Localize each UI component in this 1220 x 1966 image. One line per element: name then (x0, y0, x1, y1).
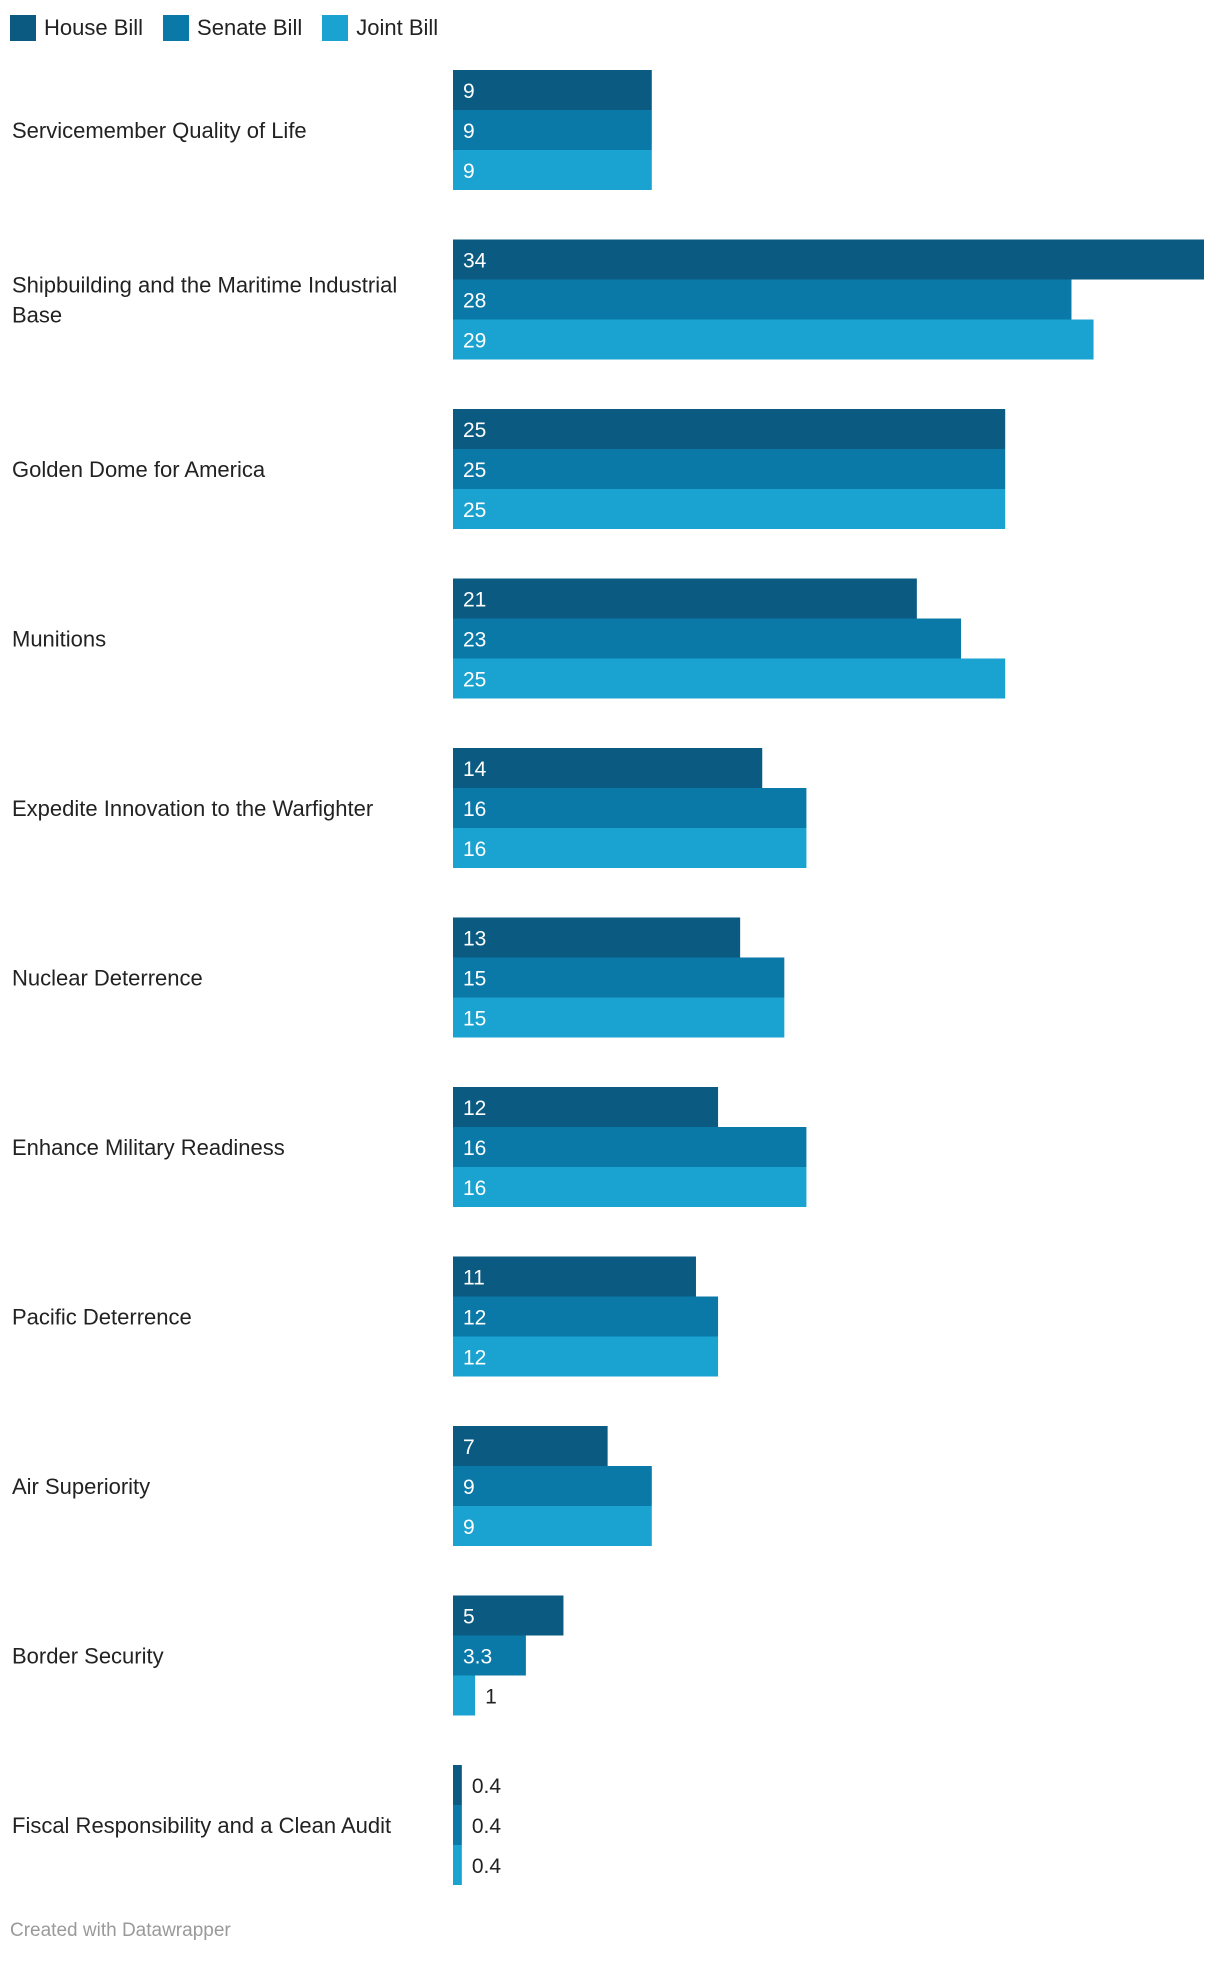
bar-joint-bill-servicemember-quality-of-life (453, 150, 652, 190)
value-label-house-bill-border-security: 5 (463, 1606, 475, 1629)
bar-house-bill-border-security (453, 1595, 564, 1636)
value-label-house-bill-fiscal-responsibility-and-a-clean-audit: 0.4 (472, 1775, 502, 1798)
bar-senate-bill-expedite-innovation-to-the-warfighter (453, 788, 807, 828)
bar-house-bill-servicemember-quality-of-life (453, 70, 652, 110)
value-label-house-bill-servicemember-quality-of-life: 9 (463, 80, 475, 103)
bar-house-bill-pacific-deterrence (453, 1256, 696, 1297)
value-label-senate-bill-fiscal-responsibility-and-a-clean-audit: 0.4 (472, 1815, 502, 1838)
value-label-senate-bill-shipbuilding-and-the-maritime-industrial-base: 28 (463, 290, 486, 313)
legend-item-senate-bill: Senate Bill (163, 15, 302, 41)
value-label-joint-bill-expedite-innovation-to-the-warfighter: 16 (463, 838, 486, 861)
bar-senate-bill-golden-dome-for-america (453, 449, 1006, 489)
value-label-senate-bill-nuclear-deterrence: 15 (463, 968, 486, 991)
value-label-senate-bill-expedite-innovation-to-the-warfighter: 16 (463, 798, 486, 821)
bar-joint-bill-fiscal-responsibility-and-a-clean-audit (453, 1845, 462, 1885)
category-label-golden-dome-for-america: Golden Dome for America (12, 457, 266, 482)
legend-label-senate-bill: Senate Bill (197, 15, 303, 40)
bar-house-bill-shipbuilding-and-the-maritime-industrial-base (453, 239, 1204, 280)
bar-senate-bill-shipbuilding-and-the-maritime-industrial-base (453, 279, 1072, 320)
bar-senate-bill-munitions (453, 618, 962, 659)
value-label-house-bill-golden-dome-for-america: 25 (463, 419, 486, 442)
legend-swatch-house-bill (10, 15, 36, 41)
category-label-nuclear-deterrence: Nuclear Deterrence (12, 966, 203, 991)
bar-senate-bill-fiscal-responsibility-and-a-clean-audit (453, 1805, 462, 1845)
bar-house-bill-air-superiority (453, 1426, 608, 1466)
value-label-senate-bill-border-security: 3.3 (463, 1646, 492, 1669)
bar-senate-bill-servicemember-quality-of-life (453, 110, 652, 150)
bar-house-bill-nuclear-deterrence (453, 917, 741, 958)
category-label-shipbuilding-and-the-maritime-industrial-base-line-2: Base (12, 303, 62, 328)
value-label-joint-bill-munitions: 25 (463, 669, 486, 692)
value-label-house-bill-air-superiority: 7 (463, 1436, 475, 1459)
value-label-house-bill-nuclear-deterrence: 13 (463, 928, 486, 951)
value-label-joint-bill-servicemember-quality-of-life: 9 (463, 160, 475, 183)
value-label-joint-bill-border-security: 1 (485, 1686, 497, 1709)
value-label-house-bill-munitions: 21 (463, 589, 486, 612)
value-label-joint-bill-air-superiority: 9 (463, 1516, 475, 1539)
bar-senate-bill-air-superiority (453, 1466, 652, 1506)
category-label-fiscal-responsibility-and-a-clean-audit: Fiscal Responsibility and a Clean Audit (12, 1813, 391, 1838)
legend-swatch-joint-bill (322, 15, 349, 41)
bar-joint-bill-munitions (453, 658, 1006, 699)
legend-item-joint-bill: Joint Bill (322, 15, 438, 41)
bar-house-bill-munitions (453, 578, 917, 619)
category-label-air-superiority: Air Superiority (12, 1474, 150, 1499)
category-label-expedite-innovation-to-the-warfighter: Expedite Innovation to the Warfighter (12, 796, 373, 821)
value-label-joint-bill-nuclear-deterrence: 15 (463, 1008, 486, 1031)
bar-senate-bill-nuclear-deterrence (453, 957, 785, 998)
value-label-senate-bill-air-superiority: 9 (463, 1476, 475, 1499)
value-label-joint-bill-fiscal-responsibility-and-a-clean-audit: 0.4 (472, 1855, 502, 1878)
chart-legend: House Bill Senate Bill Joint Bill (10, 12, 458, 44)
bar-house-bill-expedite-innovation-to-the-warfighter (453, 748, 763, 788)
category-label-servicemember-quality-of-life: Servicemember Quality of Life (12, 118, 307, 143)
value-label-senate-bill-servicemember-quality-of-life: 9 (463, 120, 475, 143)
legend-label-house-bill: House Bill (44, 15, 144, 40)
legend-swatch-senate-bill (163, 15, 190, 41)
value-label-senate-bill-golden-dome-for-america: 25 (463, 459, 486, 482)
bar-senate-bill-enhance-military-readiness (453, 1127, 807, 1167)
bar-senate-bill-pacific-deterrence (453, 1296, 719, 1337)
value-label-senate-bill-enhance-military-readiness: 16 (463, 1137, 486, 1160)
bar-joint-bill-air-superiority (453, 1506, 652, 1546)
value-label-house-bill-pacific-deterrence: 11 (463, 1267, 485, 1290)
value-label-joint-bill-enhance-military-readiness: 16 (463, 1177, 486, 1200)
legend-item-house-bill: House Bill (10, 15, 143, 41)
bar-joint-bill-golden-dome-for-america (453, 489, 1006, 529)
bar-house-bill-golden-dome-for-america (453, 409, 1006, 449)
value-label-joint-bill-golden-dome-for-america: 25 (463, 499, 486, 522)
category-label-pacific-deterrence: Pacific Deterrence (12, 1305, 192, 1330)
value-label-house-bill-expedite-innovation-to-the-warfighter: 14 (463, 758, 487, 781)
category-label-border-security: Border Security (12, 1644, 164, 1669)
bar-house-bill-fiscal-responsibility-and-a-clean-audit (453, 1765, 462, 1805)
bar-joint-bill-nuclear-deterrence (453, 997, 785, 1038)
bar-joint-bill-shipbuilding-and-the-maritime-industrial-base (453, 319, 1094, 360)
value-label-senate-bill-munitions: 23 (463, 629, 486, 652)
datawrapper-credit: Created with Datawrapper (10, 1920, 231, 1941)
value-label-house-bill-enhance-military-readiness: 12 (463, 1097, 486, 1120)
bar-house-bill-enhance-military-readiness (453, 1087, 719, 1127)
bar-senate-bill-border-security (453, 1635, 526, 1676)
category-label-shipbuilding-and-the-maritime-industrial-base-line-1: Shipbuilding and the Maritime Industrial (12, 273, 397, 298)
bar-joint-bill-enhance-military-readiness (453, 1167, 807, 1207)
bar-joint-bill-expedite-innovation-to-the-warfighter (453, 828, 807, 868)
bar-joint-bill-pacific-deterrence (453, 1336, 719, 1377)
value-label-senate-bill-pacific-deterrence: 12 (463, 1307, 486, 1330)
bar-chart: Servicemember Quality of Life 9 9 9 Shipbuil… (12, 70, 1204, 1885)
legend-label-joint-bill: Joint Bill (356, 15, 439, 40)
category-label-enhance-military-readiness: Enhance Military Readiness (12, 1135, 285, 1160)
value-label-joint-bill-shipbuilding-and-the-maritime-industrial-base: 29 (463, 330, 486, 353)
category-label-munitions: Munitions (12, 627, 106, 652)
bar-joint-bill-border-security (453, 1675, 476, 1716)
value-label-house-bill-shipbuilding-and-the-maritime-industrial-base: 34 (463, 250, 487, 273)
value-label-joint-bill-pacific-deterrence: 12 (463, 1347, 486, 1370)
